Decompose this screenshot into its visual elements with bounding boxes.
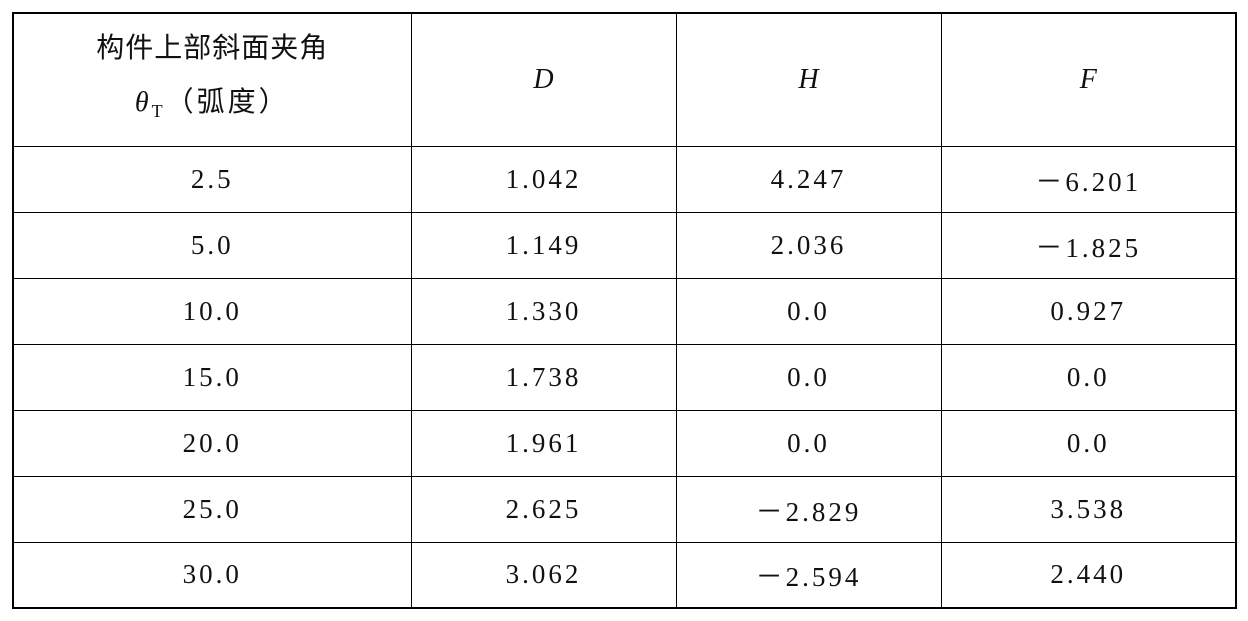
data-row: 15.0 1.738 0.0 0.0 xyxy=(12,343,1237,411)
data-cell: 0.0 xyxy=(940,409,1237,477)
unit: （弧度） xyxy=(165,86,290,118)
data-cell: 2.036 xyxy=(675,211,942,279)
data-cell: 20.0 xyxy=(12,409,412,477)
data-cell: 3.062 xyxy=(410,541,677,609)
header-row: 构件上部斜面夹角 θT（弧度） D H F xyxy=(12,12,1237,147)
data-cell: 25.0 xyxy=(12,475,412,543)
data-row: 5.0 1.149 2.036 －1.825 xyxy=(12,211,1237,279)
data-cell: －1.825 xyxy=(940,211,1237,279)
header-text: θT（弧度） xyxy=(14,76,411,138)
header-cell: D xyxy=(410,12,677,147)
data-row: 30.0 3.062 －2.594 2.440 xyxy=(12,541,1237,609)
data-cell: －2.594 xyxy=(675,541,942,609)
data-row: 25.0 2.625 －2.829 3.538 xyxy=(12,475,1237,543)
data-row: 10.0 1.330 0.0 0.927 xyxy=(12,277,1237,345)
data-cell: 0.0 xyxy=(675,277,942,345)
data-cell: 2.440 xyxy=(940,541,1237,609)
data-cell: 3.538 xyxy=(940,475,1237,543)
data-cell: 0.927 xyxy=(940,277,1237,345)
data-cell: 15.0 xyxy=(12,343,412,411)
data-cell: －2.829 xyxy=(675,475,942,543)
data-row: 2.5 1.042 4.247 －6.201 xyxy=(12,145,1237,213)
data-cell: 5.0 xyxy=(12,211,412,279)
data-cell: 1.149 xyxy=(410,211,677,279)
subscript: T xyxy=(151,100,166,121)
data-row: 20.0 1.961 0.0 0.0 xyxy=(12,409,1237,477)
symbol: θ xyxy=(134,86,152,118)
data-cell: 1.330 xyxy=(410,277,677,345)
data-cell: 1.042 xyxy=(410,145,677,213)
data-cell: 0.0 xyxy=(675,343,942,411)
data-cell: －6.201 xyxy=(940,145,1237,213)
data-cell: 0.0 xyxy=(675,409,942,477)
header-cell: H xyxy=(675,12,942,147)
header-text: 构件上部斜面夹角 xyxy=(96,32,329,64)
table-body: 构件上部斜面夹角 θT（弧度） D H F 2.5 1.042 4.247 －6.20… xyxy=(12,12,1237,609)
data-cell: 1.738 xyxy=(410,343,677,411)
data-cell: 2.625 xyxy=(410,475,677,543)
header-cell: F xyxy=(940,12,1237,147)
data-cell: 4.247 xyxy=(675,145,942,213)
data-cell: 2.5 xyxy=(12,145,412,213)
data-cell: 0.0 xyxy=(940,343,1237,411)
data-table: 构件上部斜面夹角 θT（弧度） D H F 2.5 1.042 4.247 －6.20… xyxy=(12,12,1237,609)
data-cell: 30.0 xyxy=(12,541,412,609)
data-cell: 10.0 xyxy=(12,277,412,345)
header-cell: 构件上部斜面夹角 θT（弧度） xyxy=(12,12,412,147)
data-cell: 1.961 xyxy=(410,409,677,477)
